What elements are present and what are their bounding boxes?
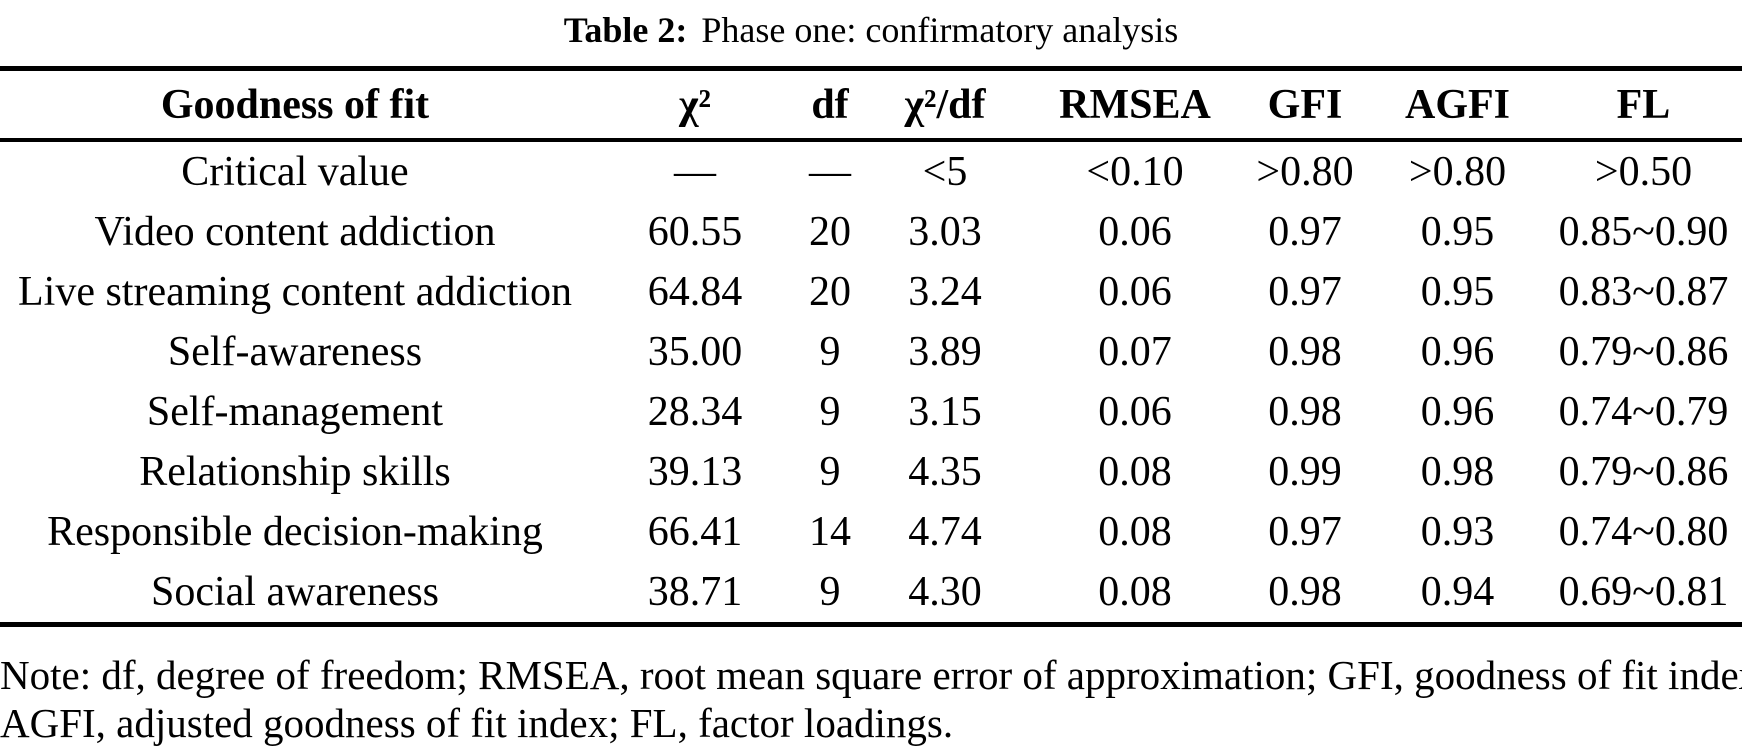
cell-df: 9 xyxy=(819,389,841,435)
column-header-gfi: GFI xyxy=(1240,68,1370,142)
cell-agfi: 0.95 xyxy=(1420,269,1495,315)
cell-fl: 0.79~0.86 xyxy=(1558,329,1729,375)
table-row-self-awareness: Self-awareness 35.00 9 3.89 0.07 0.98 0.… xyxy=(0,322,1742,382)
cell-gfi: 0.97 xyxy=(1268,269,1342,315)
cell-rmsea: 0.08 xyxy=(1098,569,1172,615)
cell-measure-name: Self-management xyxy=(146,389,444,435)
table-row-responsible-decision-making: Responsible decision-making 66.41 14 4.7… xyxy=(0,502,1742,562)
cell-agfi: 0.98 xyxy=(1420,449,1495,495)
header-row: Goodness of fit χ² df χ²/df RMSEA GFI AG… xyxy=(0,68,1742,142)
cell-gfi: 0.98 xyxy=(1268,569,1342,615)
cell-measure-name: Self-awareness xyxy=(167,329,423,375)
table-caption-text: Phase one: confirmatory analysis xyxy=(701,10,1179,50)
goodness-of-fit-table: Goodness of fit χ² df χ²/df RMSEA GFI AG… xyxy=(0,66,1742,627)
cell-df: 14 xyxy=(809,509,851,555)
column-header-df: df xyxy=(800,68,860,142)
cell-fl: 0.69~0.81 xyxy=(1558,569,1729,615)
cell-fl: >0.50 xyxy=(1594,149,1693,195)
column-header-fl: FL xyxy=(1545,68,1742,142)
column-header-rmsea: RMSEA xyxy=(1030,68,1240,142)
cell-agfi: 0.96 xyxy=(1420,329,1495,375)
cell-df: 9 xyxy=(819,569,841,615)
cell-chi2-df: <5 xyxy=(922,149,968,195)
cell-agfi: 0.96 xyxy=(1420,389,1495,435)
column-header-chi2-df: χ²/df xyxy=(860,68,1030,142)
cell-chi2-df: 3.24 xyxy=(908,269,982,315)
cell-rmsea: 0.06 xyxy=(1098,209,1172,255)
table-note: Note: df, degree of freedom; RMSEA, root… xyxy=(0,651,1742,747)
cell-chi2: 35.00 xyxy=(647,329,743,375)
table-caption: Table 2: Phase one: confirmatory analysis xyxy=(0,0,1742,66)
cell-chi2: 66.41 xyxy=(647,509,743,555)
cell-measure-name: Critical value xyxy=(181,149,409,195)
cell-measure-name: Video content addiction xyxy=(94,209,496,255)
cell-fl: 0.74~0.79 xyxy=(1558,389,1729,435)
table-row-relationship-skills: Relationship skills 39.13 9 4.35 0.08 0.… xyxy=(0,442,1742,502)
table-row-live-streaming-content-addiction: Live streaming content addiction 64.84 2… xyxy=(0,262,1742,322)
cell-fl: 0.83~0.87 xyxy=(1558,269,1729,315)
cell-agfi: 0.93 xyxy=(1420,509,1495,555)
cell-df: 9 xyxy=(819,449,841,495)
cell-agfi: 0.95 xyxy=(1420,209,1495,255)
table-note-line-1: Note: df, degree of freedom; RMSEA, root… xyxy=(0,652,1742,698)
table-row-self-management: Self-management 28.34 9 3.15 0.06 0.98 0… xyxy=(0,382,1742,442)
column-header-chi2: χ² xyxy=(590,68,800,142)
cell-gfi: 0.99 xyxy=(1268,449,1342,495)
cell-df: 9 xyxy=(819,329,841,375)
cell-df: 20 xyxy=(809,269,851,315)
cell-chi2: 39.13 xyxy=(647,449,743,495)
cell-chi2-df: 3.89 xyxy=(908,329,982,375)
cell-rmsea: 0.07 xyxy=(1098,329,1172,375)
cell-fl: 0.74~0.80 xyxy=(1558,509,1729,555)
table-row-critical-value: Critical value — — <5 <0.10 >0.80 >0.80 … xyxy=(0,140,1742,202)
cell-rmsea: 0.08 xyxy=(1098,509,1172,555)
cell-rmsea: 0.08 xyxy=(1098,449,1172,495)
cell-agfi: 0.94 xyxy=(1420,569,1495,615)
cell-gfi: 0.98 xyxy=(1268,329,1342,375)
cell-measure-name: Social awareness xyxy=(150,569,440,615)
cell-chi2-df: 4.74 xyxy=(908,509,982,555)
cell-rmsea: 0.06 xyxy=(1098,389,1172,435)
cell-chi2-df: 3.03 xyxy=(908,209,982,255)
table-caption-label: Table 2: xyxy=(563,10,688,50)
cell-df: 20 xyxy=(809,209,851,255)
table-row-video-content-addiction: Video content addiction 60.55 20 3.03 0.… xyxy=(0,202,1742,262)
cell-gfi: >0.80 xyxy=(1256,149,1354,195)
cell-measure-name: Responsible decision-making xyxy=(47,509,543,555)
cell-chi2: — xyxy=(674,149,716,195)
cell-chi2: 28.34 xyxy=(647,389,743,435)
cell-gfi: 0.97 xyxy=(1268,509,1342,555)
cell-fl: 0.79~0.86 xyxy=(1558,449,1729,495)
cell-chi2: 60.55 xyxy=(647,209,743,255)
cell-agfi: >0.80 xyxy=(1408,149,1507,195)
cell-measure-name: Relationship skills xyxy=(139,449,451,495)
cell-chi2-df: 4.30 xyxy=(908,569,982,615)
cell-chi2-df: 3.15 xyxy=(908,389,982,435)
column-header-agfi: AGFI xyxy=(1370,68,1545,142)
cell-chi2-df: 4.35 xyxy=(908,449,982,495)
cell-df: — xyxy=(809,149,851,195)
table-note-line-2: AGFI, adjusted goodness of fit index; FL… xyxy=(0,700,954,746)
cell-chi2: 38.71 xyxy=(647,569,743,615)
cell-rmsea: 0.06 xyxy=(1098,269,1172,315)
cell-fl: 0.85~0.90 xyxy=(1558,209,1729,255)
cell-measure-name: Live streaming content addiction xyxy=(18,269,572,315)
column-header-goodness-of-fit: Goodness of fit xyxy=(0,68,590,142)
cell-gfi: 0.97 xyxy=(1268,209,1342,255)
cell-rmsea: <0.10 xyxy=(1086,149,1184,195)
cell-chi2: 64.84 xyxy=(647,269,743,315)
table-row-social-awareness: Social awareness 38.71 9 4.30 0.08 0.98 … xyxy=(0,562,1742,625)
cell-gfi: 0.98 xyxy=(1268,389,1342,435)
